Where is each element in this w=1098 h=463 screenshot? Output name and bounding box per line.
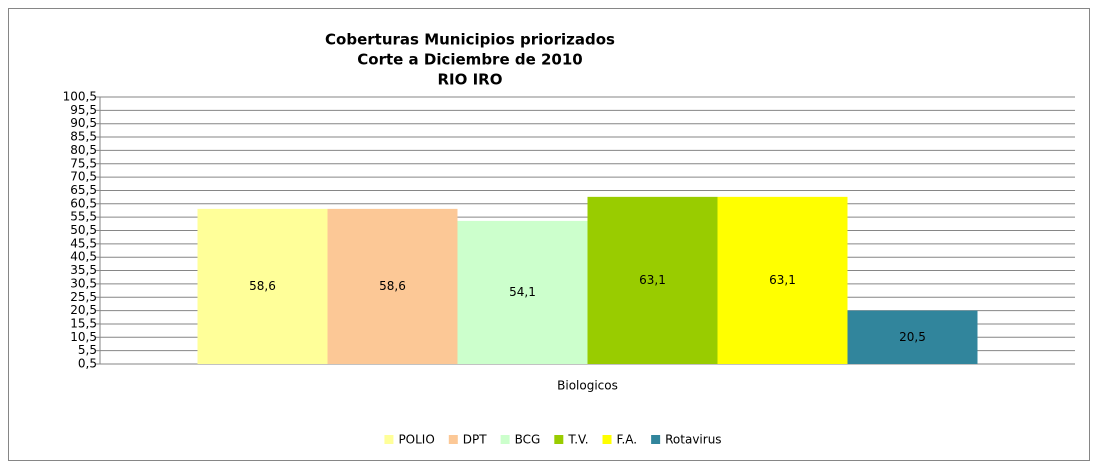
legend-label: BCG xyxy=(515,433,541,447)
y-tick-label: 55,5 xyxy=(70,210,97,224)
y-tick-label: 75,5 xyxy=(70,156,97,170)
legend-label: POLIO xyxy=(398,433,434,447)
y-tick-label: 85,5 xyxy=(70,130,97,144)
value-label: 63,1 xyxy=(769,273,796,287)
y-tick-label: 5,5 xyxy=(78,343,97,357)
y-tick-label: 100,5 xyxy=(63,90,97,104)
legend-label: DPT xyxy=(463,433,487,447)
legend-swatch xyxy=(384,435,394,444)
bar xyxy=(327,208,458,364)
bar xyxy=(197,208,328,364)
y-tick-label: 80,5 xyxy=(70,143,97,157)
value-label: 20,5 xyxy=(899,330,926,344)
bar xyxy=(847,310,978,364)
legend-swatch xyxy=(500,435,510,444)
y-tick-label: 0,5 xyxy=(78,357,97,371)
y-tick-label: 60,5 xyxy=(70,196,97,210)
legend-swatch xyxy=(448,435,458,444)
chart-title: Coberturas Municipios priorizados xyxy=(325,31,615,49)
y-tick-label: 20,5 xyxy=(70,303,97,317)
y-tick-label: 40,5 xyxy=(70,250,97,264)
bar xyxy=(717,196,848,364)
legend-label: T.V. xyxy=(567,433,588,447)
y-tick-label: 95,5 xyxy=(70,103,97,117)
value-label: 54,1 xyxy=(509,285,536,299)
y-tick-label: 45,5 xyxy=(70,236,97,250)
legend-swatch xyxy=(651,435,661,444)
legend-label: F.A. xyxy=(617,433,638,447)
legend-label: Rotavirus xyxy=(665,433,721,447)
y-tick-label: 50,5 xyxy=(70,223,97,237)
y-tick-label: 70,5 xyxy=(70,170,97,184)
y-tick-label: 35,5 xyxy=(70,263,97,277)
legend-swatch xyxy=(554,435,564,444)
bar xyxy=(587,196,718,364)
y-tick-label: 25,5 xyxy=(70,290,97,304)
y-tick-label: 10,5 xyxy=(70,330,97,344)
y-tick-label: 65,5 xyxy=(70,183,97,197)
value-label: 63,1 xyxy=(639,273,666,287)
bar xyxy=(457,220,588,364)
x-tick-label: Biologicos xyxy=(557,379,618,393)
chart-title: Corte a Diciembre de 2010 xyxy=(357,51,582,69)
value-label: 58,6 xyxy=(249,279,276,293)
legend-swatch xyxy=(602,435,612,444)
y-tick-label: 15,5 xyxy=(70,316,97,330)
chart-title: RIO IRO xyxy=(438,71,503,89)
y-tick-label: 30,5 xyxy=(70,276,97,290)
value-label: 58,6 xyxy=(379,279,406,293)
y-tick-label: 90,5 xyxy=(70,116,97,130)
